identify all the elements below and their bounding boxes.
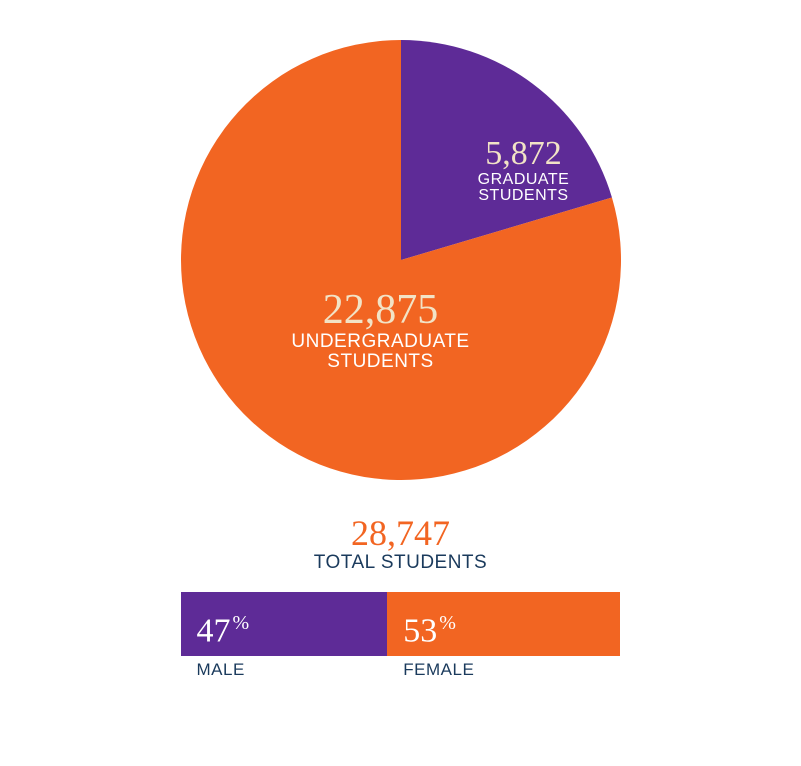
total-students-count: 28,747: [314, 512, 487, 554]
percent-sign: %: [233, 612, 250, 634]
undergraduate-subtext: UNDERGRADUATE STUDENTS: [271, 332, 491, 372]
male-percent-value: 47: [197, 612, 231, 649]
bar-segment-male: 47%: [181, 592, 388, 656]
total-students-block: 28,747 TOTAL STUDENTS: [314, 512, 487, 574]
male-label: MALE: [181, 660, 388, 680]
graduate-count: 5,872: [439, 136, 609, 172]
graduate-subtext: GRADUATE STUDENTS: [439, 172, 609, 206]
female-percent: 53%: [403, 612, 456, 650]
female-percent-value: 53: [403, 612, 437, 649]
pie-svg: [181, 40, 621, 480]
gender-bar-chart: 47% 53%: [181, 592, 621, 656]
pie-slice-graduate-label: 5,872 GRADUATE STUDENTS: [439, 136, 609, 205]
percent-sign: %: [439, 612, 456, 634]
undergraduate-count: 22,875: [271, 288, 491, 332]
student-pie-chart: 5,872 GRADUATE STUDENTS 22,875 UNDERGRAD…: [181, 40, 621, 480]
pie-slice-undergraduate-label: 22,875 UNDERGRADUATE STUDENTS: [271, 288, 491, 372]
bar-segment-female: 53%: [387, 592, 620, 656]
female-label: FEMALE: [387, 660, 620, 680]
gender-bar-labels: MALE FEMALE: [181, 660, 621, 680]
male-percent: 47%: [197, 612, 250, 650]
total-students-label: TOTAL STUDENTS: [314, 552, 487, 574]
